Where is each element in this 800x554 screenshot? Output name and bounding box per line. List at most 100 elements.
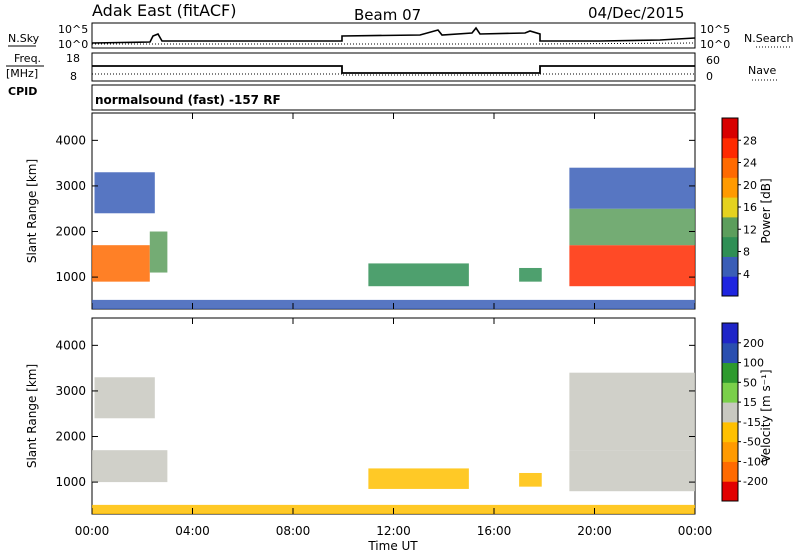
y-tick-label: 2000: [55, 430, 86, 444]
colorbar-segment: [722, 177, 738, 198]
colorbar-segment: [722, 441, 738, 462]
colorbar-tick-label: 200: [743, 337, 764, 350]
power-scatter-region: [569, 245, 695, 287]
colorbar-segment: [722, 481, 738, 502]
beam-title: Beam 07: [354, 6, 421, 24]
colorbar-segment: [722, 382, 738, 403]
y-tick-label: 2000: [55, 225, 86, 239]
noise-sky-trace: [91, 26, 696, 44]
velocity-scatter-region: [94, 377, 155, 419]
power-scatter-region: [92, 245, 150, 282]
power-marks: [92, 167, 695, 309]
colorbar-segment: [722, 323, 738, 344]
y-tick-label: 3000: [55, 179, 86, 193]
noise-search-label: N.Search: [744, 32, 794, 45]
colorbar-tick-label: -200: [743, 475, 768, 488]
colorbar-tick-label: 16: [743, 201, 757, 214]
power-scatter-region: [569, 208, 695, 246]
station-title: Adak East (fitACF): [92, 1, 236, 20]
power-colorbar: 28 24 20 16 12 8 4: [721, 117, 757, 297]
noise-panel: N.Sky 10^5 10^0 10^5 10^0 N.Search: [8, 22, 794, 51]
power-scatter-region: [519, 267, 542, 282]
y-tick-label: 4000: [55, 338, 86, 352]
colorbar-tick-label: -15: [743, 416, 761, 429]
time-x-ticks: 00:00 04:00 08:00 12:00 16:00 20:00 00:00: [75, 113, 713, 538]
colorbar-tick-label: -50: [743, 436, 761, 449]
colorbar-segment: [722, 402, 738, 423]
y-tick-label: 4000: [55, 133, 86, 147]
power-y-axis-label: Slant Range [km]: [25, 159, 39, 263]
x-tick-label: 16:00: [477, 524, 512, 538]
cpid-label: CPID: [8, 85, 37, 98]
time-x-axis-label: Time UT: [367, 539, 418, 553]
colorbar-segment: [722, 342, 738, 364]
colorbar-tick-label: 100: [743, 357, 764, 370]
cpid-panel: normalsound (fast) -157 RF: [91, 84, 696, 111]
colorbar-segment: [722, 197, 738, 218]
colorbar-tick-label: 12: [743, 223, 757, 236]
freq-unit-label: [MHz]: [6, 67, 38, 80]
cpid-text: normalsound (fast) -157 RF: [95, 93, 281, 107]
colorbar-tick-label: 28: [743, 134, 757, 147]
power-scatter-region: [368, 263, 469, 287]
x-tick-label: 00:00: [75, 524, 110, 538]
freq-trace: [92, 65, 695, 74]
nave-label: Nave: [748, 64, 776, 77]
power-panel: 4000 3000 2000 1000 Slant Range [km] 28 24 20…: [25, 112, 773, 310]
y-tick-label: 1000: [55, 270, 86, 284]
x-tick-label: 04:00: [175, 524, 210, 538]
power-scatter-region: [149, 231, 168, 273]
velocity-scatter-region: [519, 472, 542, 487]
velocity-panel: 4000 3000 2000 1000 Slant Range [km] 200 100…: [25, 113, 773, 553]
noise-tick-top-right: 10^5: [700, 23, 730, 36]
colorbar-segment: [722, 118, 738, 139]
colorbar-segment: [722, 236, 738, 257]
colorbar-tick-label: 15: [743, 396, 757, 409]
velocity-scatter-region: [92, 450, 168, 483]
y-tick-label: 1000: [55, 475, 86, 489]
velocity-marks: [92, 372, 695, 514]
velocity-scatter-region: [569, 450, 695, 492]
velocity-y-axis-label: Slant Range [km]: [25, 364, 39, 468]
nave-tick-top: 60: [706, 54, 720, 67]
noise-tick-bottom-right: 10^0: [700, 38, 730, 51]
noise-tick-bottom-left: 10^0: [58, 38, 88, 51]
velocity-scatter-region: [569, 372, 695, 451]
x-tick-label: 08:00: [276, 524, 311, 538]
nave-trace: [92, 73, 695, 76]
colorbar-tick-label: 50: [743, 376, 757, 389]
freq-tick-top: 18: [66, 52, 80, 65]
colorbar-segment: [722, 362, 738, 383]
colorbar-tick-label: 20: [743, 179, 757, 192]
colorbar-tick-label: 8: [743, 246, 750, 259]
x-tick-label: 20:00: [577, 524, 612, 538]
colorbar-segment: [722, 216, 738, 238]
frequency-panel: Freq. [MHz] CPID 18 8 60 0 Nave: [6, 52, 778, 98]
noise-search-trace: [92, 42, 696, 45]
velocity-colorbar: 200 100 50 15 -15 -50 -100 -200: [721, 322, 768, 502]
y-tick-label: 3000: [55, 384, 86, 398]
noise-tick-top-left: 10^5: [58, 23, 88, 36]
noise-sky-label: N.Sky: [8, 32, 40, 45]
date-title: 04/Dec/2015: [588, 4, 684, 22]
velocity-y-ticks: 4000 3000 2000 1000: [55, 338, 695, 489]
velocity-scatter-region: [368, 468, 469, 489]
colorbar-tick-label: 24: [743, 157, 757, 170]
power-y-ticks: 4000 3000 2000 1000: [55, 133, 695, 284]
power-scatter-region: [94, 172, 155, 214]
velocity-colorbar-label: Velocity [m s⁻¹]: [759, 369, 773, 462]
x-tick-label: 00:00: [678, 524, 713, 538]
freq-tick-bottom: 8: [70, 70, 77, 83]
colorbar-segment: [722, 256, 738, 277]
freq-label: Freq.: [14, 52, 41, 65]
nave-tick-bottom: 0: [706, 70, 713, 83]
colorbar-segment: [722, 461, 738, 482]
colorbar-segment: [722, 421, 738, 443]
colorbar-tick-label: -100: [743, 455, 768, 468]
x-tick-label: 12:00: [376, 524, 411, 538]
colorbar-tick-label: 4: [743, 268, 750, 281]
power-colorbar-label: Power [dB]: [759, 178, 773, 243]
colorbar-segment: [722, 276, 738, 297]
power-scatter-region: [569, 167, 695, 209]
